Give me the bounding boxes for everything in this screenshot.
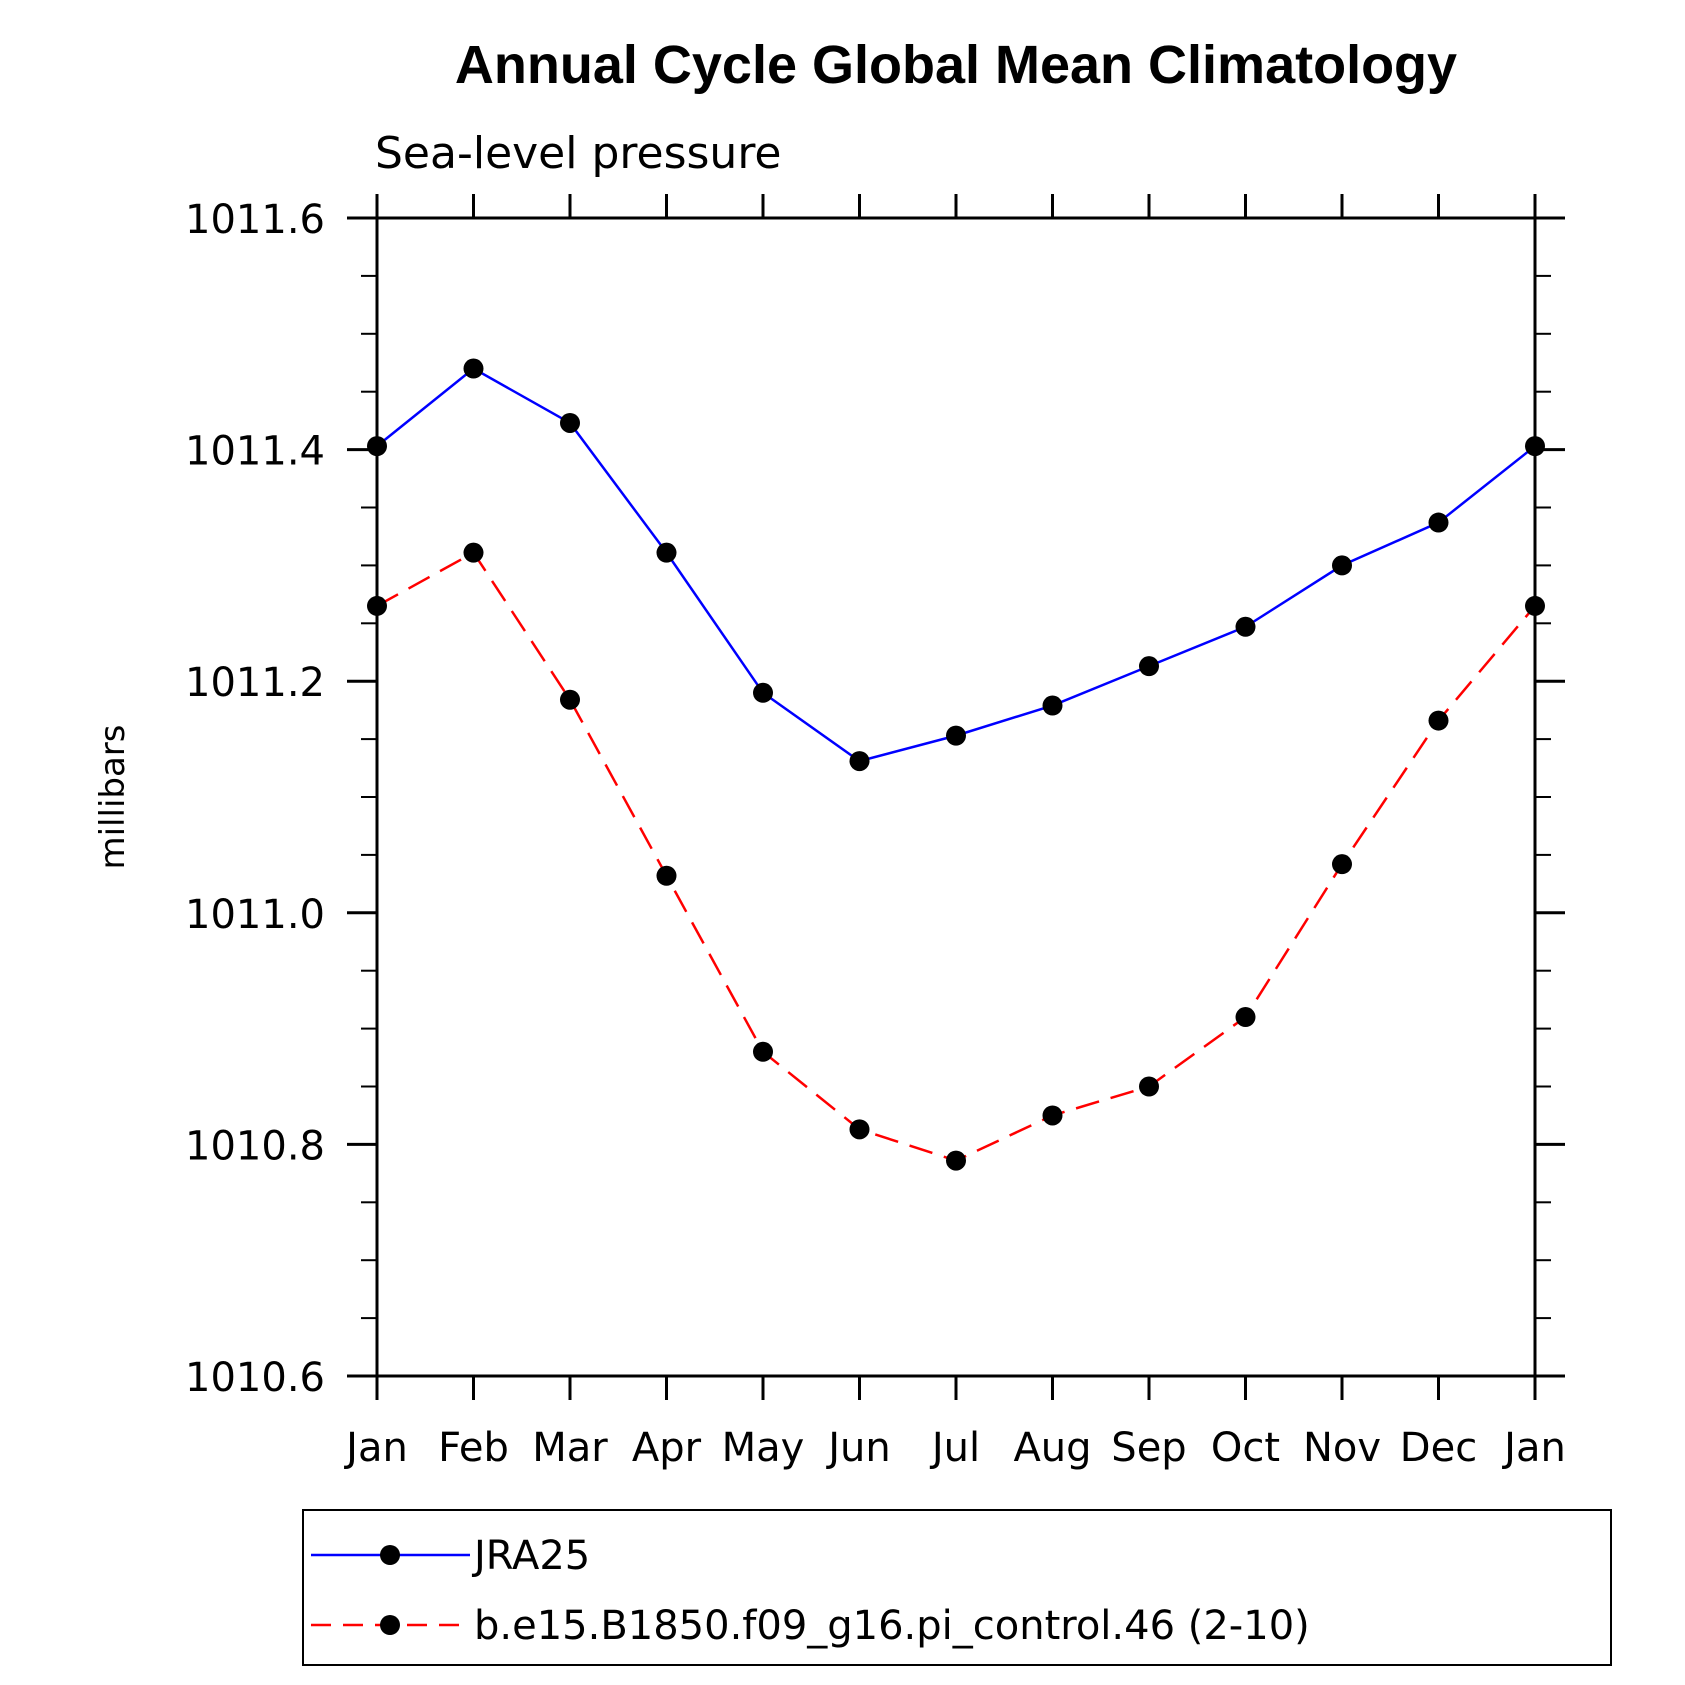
data-point — [849, 751, 870, 772]
chart-title: Annual Cycle Global Mean Climatology — [455, 35, 1457, 95]
x-tick-label: Aug — [1013, 1425, 1091, 1471]
x-tick-label: Apr — [632, 1425, 702, 1471]
legend: JRA25 b.e15.B1850.f09_g16.pi_control.46 (… — [302, 1509, 1612, 1666]
data-point — [753, 1041, 773, 1062]
legend-marker-1 — [380, 1545, 400, 1565]
data-point — [1332, 854, 1352, 875]
x-tick-label: Nov — [1303, 1425, 1381, 1471]
series-markers — [367, 358, 1545, 1171]
y-axis-label: millibars — [93, 724, 133, 869]
data-point — [946, 1150, 966, 1171]
x-tick-label: Jan — [1501, 1425, 1566, 1471]
data-point — [1042, 1105, 1063, 1126]
legend-label-1: JRA25 — [471, 1533, 590, 1579]
data-point — [946, 725, 966, 746]
data-point — [560, 689, 580, 710]
x-tick-label: Mar — [532, 1425, 608, 1471]
data-point — [560, 412, 580, 433]
data-point — [656, 542, 677, 563]
data-point — [1139, 1076, 1159, 1097]
data-point — [1332, 555, 1352, 576]
chart-subtitle: Sea-level pressure — [375, 128, 782, 179]
series-line-1 — [376, 367, 1536, 763]
y-tick-label: 1011.6 — [185, 197, 325, 243]
data-point — [1042, 695, 1063, 716]
legend-label-2: b.e15.B1850.f09_g16.pi_control.46 (2-10) — [474, 1603, 1310, 1649]
x-tick-label: Dec — [1400, 1425, 1477, 1471]
y-tick-label: 1011.4 — [185, 429, 325, 475]
legend-entries: JRA25 b.e15.B1850.f09_g16.pi_control.46 (… — [311, 1533, 1310, 1649]
x-tick-label: Jan — [343, 1425, 408, 1471]
data-point — [656, 865, 677, 886]
plot-frame — [375, 216, 1537, 1378]
y-tick-label: 1010.8 — [185, 1123, 325, 1169]
data-point — [1235, 1007, 1256, 1028]
data-point — [1428, 710, 1449, 731]
x-tick-label: Sep — [1111, 1425, 1186, 1471]
x-tick-label: Feb — [438, 1425, 509, 1471]
y-tick-label: 1010.6 — [185, 1355, 325, 1401]
y-tick-label: 1011.0 — [185, 892, 325, 938]
axis-tick-labels: Jan Feb Mar Apr May Jun Jul Aug Sep Oct Nov Dec Jan 1… — [185, 197, 1566, 1471]
legend-box — [302, 1509, 1612, 1666]
data-point — [463, 542, 484, 563]
legend-marker-2 — [380, 1615, 400, 1635]
data-point — [1139, 656, 1159, 677]
x-tick-label: Jun — [825, 1425, 891, 1471]
axis-ticks — [347, 194, 1565, 1400]
y-tick-label: 1011.2 — [185, 660, 325, 706]
series-line-2 — [376, 551, 1536, 1162]
data-point — [1428, 512, 1449, 533]
x-tick-label: May — [722, 1425, 805, 1471]
data-point — [463, 358, 484, 379]
data-point — [753, 682, 773, 703]
data-point — [849, 1119, 870, 1140]
series-lines — [376, 367, 1536, 1162]
x-tick-label: Oct — [1211, 1425, 1280, 1471]
x-tick-label: Jul — [929, 1425, 980, 1471]
data-point — [1235, 616, 1256, 637]
